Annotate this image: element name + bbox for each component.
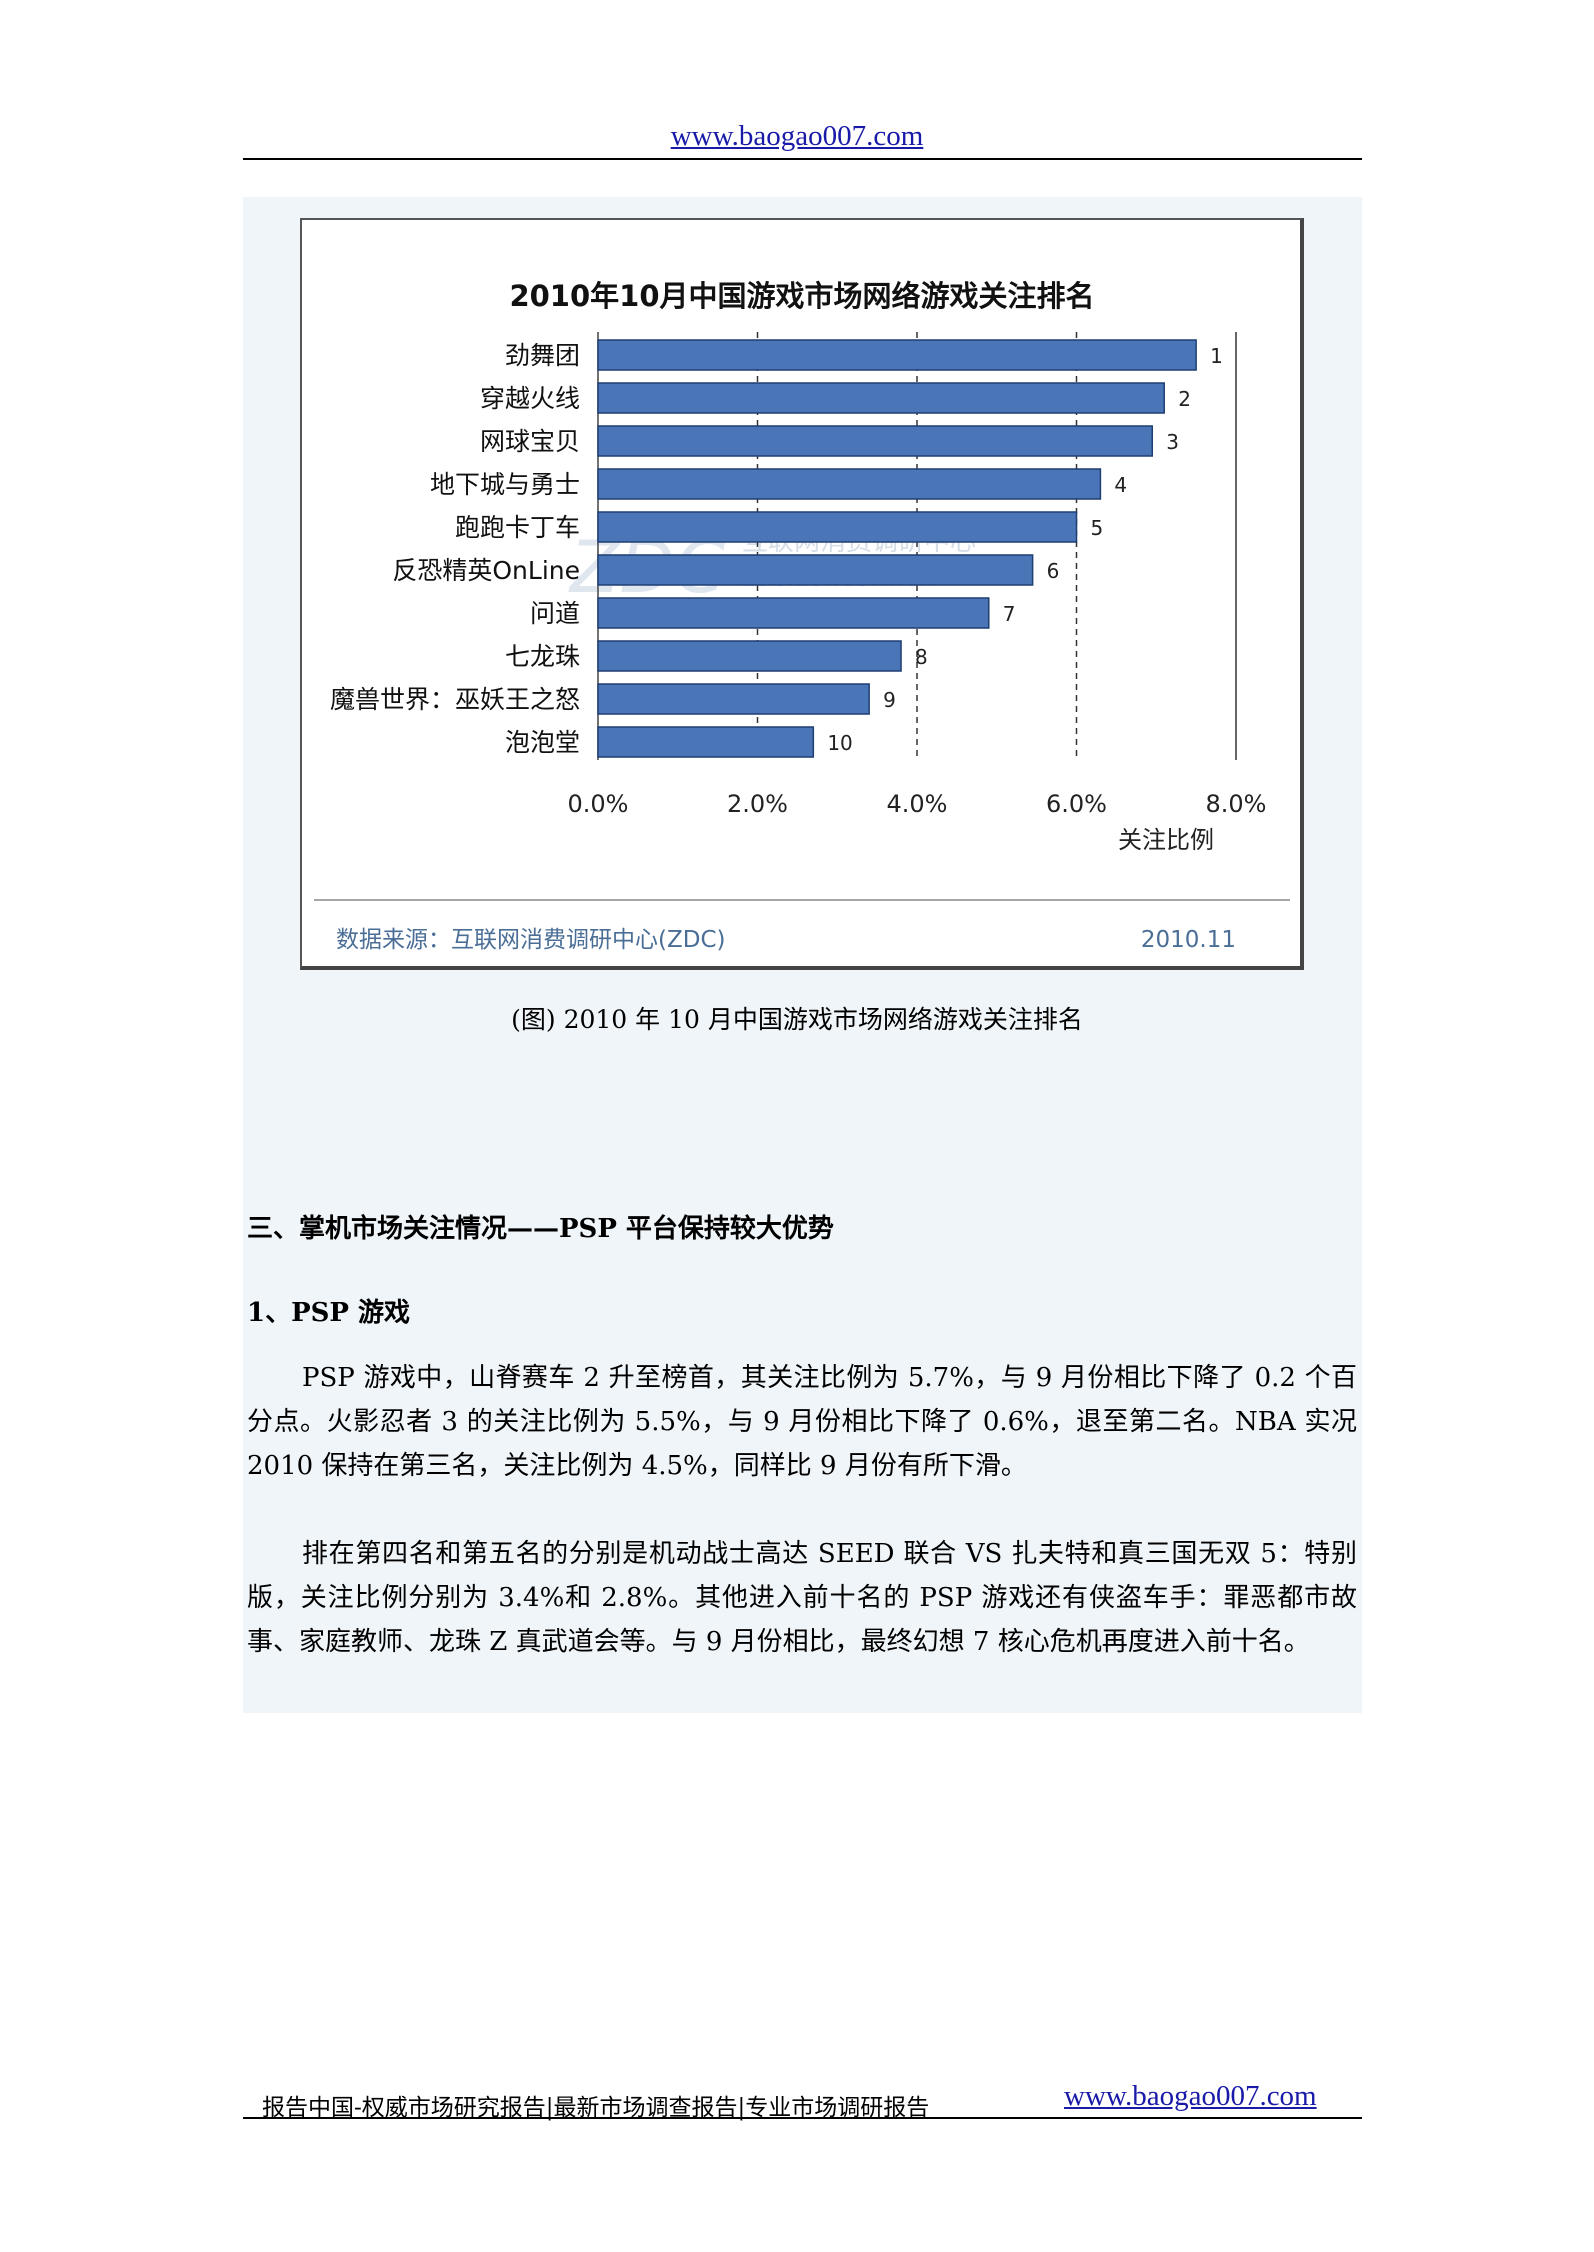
paragraph-2: 排在第四名和第五名的分别是机动战士高达 SEED 联合 VS 扎夫特和真三国无双…	[247, 1539, 1357, 1657]
paragraph-1: PSP 游戏中，山脊赛车 2 升至榜首，其关注比例为 5.7%，与 9 月份相比…	[247, 1363, 1357, 1481]
header-divider	[243, 158, 1362, 160]
footer-divider	[243, 2117, 1362, 2119]
x-tick-label: 8.0%	[1206, 790, 1267, 818]
rank-label: 3	[1166, 430, 1179, 454]
category-label: 七龙珠	[505, 642, 580, 671]
rank-label: 4	[1114, 473, 1127, 497]
bar	[597, 382, 1165, 414]
bar	[597, 425, 1154, 457]
category-label: 跑跑卡丁车	[455, 513, 580, 542]
rank-label: 5	[1091, 516, 1104, 540]
x-tick-label: 0.0%	[568, 790, 629, 818]
bar	[597, 640, 902, 672]
category-label: 魔兽世界：巫妖王之怒	[330, 685, 580, 714]
bar	[597, 468, 1102, 500]
chart-title: 2010年10月中国游戏市场网络游戏关注排名	[509, 279, 1094, 313]
category-label: 劲舞团	[505, 341, 580, 370]
x-tick-label: 6.0%	[1046, 790, 1107, 818]
header-url-link[interactable]: www.baogao007.com	[670, 120, 924, 152]
bar	[597, 683, 870, 715]
x-axis-label: 关注比例	[1118, 826, 1214, 854]
footer-text: 报告中国-权威市场研究报告|最新市场调查报告|专业市场调研报告	[262, 2095, 930, 2121]
bar	[597, 554, 1034, 586]
bar	[597, 726, 815, 758]
rank-label: 6	[1047, 559, 1060, 583]
bar	[597, 597, 990, 629]
category-label: 地下城与勇士	[430, 470, 580, 499]
rank-label: 10	[827, 731, 852, 755]
rank-label: 1	[1210, 344, 1223, 368]
category-label: 网球宝贝	[480, 427, 580, 456]
category-label: 穿越火线	[480, 384, 580, 413]
x-tick-label: 4.0%	[887, 790, 948, 818]
figure-caption: (图) 2010 年 10 月中国游戏市场网络游戏关注排名	[511, 1005, 1083, 1034]
rank-label: 2	[1178, 387, 1191, 411]
chart-source: 数据来源：互联网消费调研中心(ZDC)	[336, 927, 725, 953]
chart-date: 2010.11	[1141, 927, 1236, 953]
section-heading: 三、掌机市场关注情况——PSP 平台保持较大优势	[247, 1214, 834, 1244]
subsection-heading: 1、PSP 游戏	[247, 1298, 411, 1328]
chart-frame: ZDC 互联网消费调研中心 zdc.zol.com.cn 2010年10月中国游…	[300, 218, 1304, 970]
bar-chart: ZDC 互联网消费调研中心 zdc.zol.com.cn 2010年10月中国游…	[314, 279, 1290, 953]
category-label: 泡泡堂	[505, 728, 580, 757]
x-tick-label: 2.0%	[727, 790, 788, 818]
footer-url-link[interactable]: www.baogao007.com	[1064, 2080, 1317, 2112]
rank-label: 8	[915, 645, 928, 669]
rank-label: 9	[883, 688, 896, 712]
category-label: 反恐精英OnLine	[392, 556, 580, 585]
rank-label: 7	[1003, 602, 1016, 626]
bar	[597, 511, 1078, 543]
category-label: 问道	[530, 599, 580, 628]
bar	[597, 339, 1197, 371]
